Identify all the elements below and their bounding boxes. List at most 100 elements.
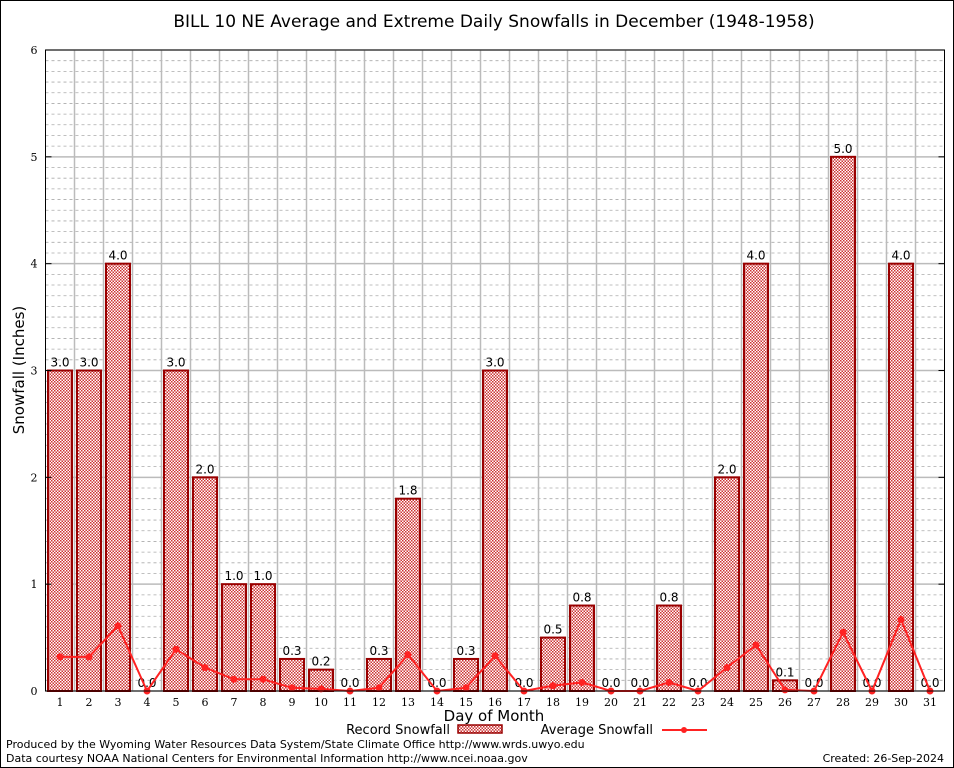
record-bar: [830, 155, 856, 693]
x-tick-label: 25: [749, 696, 763, 709]
x-tick-label: 12: [372, 696, 386, 709]
average-point: [781, 686, 789, 694]
average-point: [723, 663, 731, 671]
bar-value-label: 0.0: [601, 676, 620, 690]
x-tick-label: 10: [314, 696, 328, 709]
record-bar: [76, 369, 102, 692]
bar-value-label: 0.3: [456, 644, 475, 658]
bar-value-label: 3.0: [50, 356, 69, 370]
average-point: [665, 678, 673, 686]
x-tick-label: 17: [517, 696, 531, 709]
x-tick-label: 4: [144, 696, 151, 709]
footer-produced-by: Produced by the Wyoming Water Resources …: [6, 738, 585, 751]
average-point: [201, 663, 209, 671]
legend-average-label: Average Snowfall: [541, 723, 653, 738]
x-tick-label: 30: [894, 696, 908, 709]
average-point: [839, 628, 847, 636]
average-point: [375, 684, 383, 692]
record-bar: [192, 476, 218, 693]
record-bar: [569, 604, 595, 692]
record-bar: [540, 636, 566, 692]
average-point: [404, 651, 412, 659]
legend: Record Snowfall Average Snowfall: [346, 723, 707, 738]
bar-value-label: 0.2: [311, 655, 330, 669]
y-tick-label: 4: [31, 258, 38, 271]
bar-value-label: 0.1: [775, 665, 794, 679]
y-tick-label: 0: [31, 685, 38, 698]
average-point: [259, 675, 267, 683]
x-tick-label: 19: [575, 696, 589, 709]
average-point: [897, 615, 905, 623]
x-tick-label: 26: [778, 696, 792, 709]
bar-value-label: 5.0: [833, 142, 852, 156]
record-bar: [105, 262, 131, 692]
y-tick-label: 1: [31, 578, 38, 591]
x-tick-label: 28: [836, 696, 850, 709]
x-tick-label: 16: [488, 696, 502, 709]
bar-value-label: 0.8: [572, 591, 591, 605]
record-bar: [395, 497, 421, 693]
bar-value-label: 3.0: [485, 356, 504, 370]
y-tick-label: 6: [31, 44, 38, 57]
bar-value-label: 1.8: [398, 484, 417, 498]
x-tick-label: 29: [865, 696, 879, 709]
record-bar: [482, 369, 508, 692]
x-tick-label: 18: [546, 696, 560, 709]
record-bar: [888, 262, 914, 692]
x-tick-label: 20: [604, 696, 618, 709]
bar-value-label: 1.0: [224, 569, 243, 583]
bar-value-label: 0.0: [340, 676, 359, 690]
x-tick-label: 24: [720, 696, 734, 709]
bar-value-label: 4.0: [746, 249, 765, 263]
bar-value-label: 2.0: [195, 462, 214, 476]
x-tick-label: 27: [807, 696, 821, 709]
x-tick-label: 13: [401, 696, 415, 709]
average-point: [56, 653, 64, 661]
bar-value-label: 4.0: [891, 249, 910, 263]
bar-value-label: 1.0: [253, 569, 272, 583]
x-tick-label: 22: [662, 696, 676, 709]
average-point: [752, 641, 760, 649]
legend-record-swatch: [457, 724, 503, 734]
bar-value-label: 0.3: [369, 644, 388, 658]
average-point: [549, 682, 557, 690]
x-tick-label: 1: [57, 696, 64, 709]
y-axis-label: Snowfall (Inches): [10, 306, 28, 434]
average-point: [288, 684, 296, 692]
x-tick-label: 2: [86, 696, 93, 709]
record-bar: [250, 583, 276, 693]
x-tick-label: 21: [633, 696, 647, 709]
bar-value-label: 3.0: [79, 356, 98, 370]
bar-value-label: 4.0: [108, 249, 127, 263]
average-point: [172, 645, 180, 653]
bar-value-label: 0.5: [543, 623, 562, 637]
average-point: [462, 684, 470, 692]
average-point: [230, 675, 238, 683]
record-bar: [163, 369, 189, 692]
record-bar: [743, 262, 769, 692]
record-bar: [656, 604, 682, 692]
bar-value-label: 0.0: [630, 676, 649, 690]
average-point: [491, 652, 499, 660]
y-tick-label: 3: [31, 365, 38, 378]
bar-value-label: 3.0: [166, 356, 185, 370]
legend-average-marker: [681, 727, 687, 733]
bar-value-label: 0.8: [659, 591, 678, 605]
x-tick-label: 5: [173, 696, 180, 709]
average-point: [85, 653, 93, 661]
x-tick-label: 7: [231, 696, 238, 709]
grid: [45, 49, 945, 692]
x-tick-label: 6: [202, 696, 209, 709]
y-tick-label: 5: [31, 151, 38, 164]
record-bar: [714, 476, 740, 693]
x-tick-label: 11: [343, 696, 357, 709]
bar-value-label: 2.0: [717, 462, 736, 476]
chart-title: BILL 10 NE Average and Extreme Daily Sno…: [173, 12, 814, 32]
legend-record-label: Record Snowfall: [346, 723, 450, 738]
x-ticks: 1 2 3 4 5 6 7 8 9 10 11 12 13 14 15 16 17 18 19 20 21 22 23 24 2…: [57, 696, 938, 709]
record-bar: [47, 369, 73, 692]
record-bar: [221, 583, 247, 693]
x-tick-label: 23: [691, 696, 705, 709]
bar-value-label: 0.3: [282, 644, 301, 658]
